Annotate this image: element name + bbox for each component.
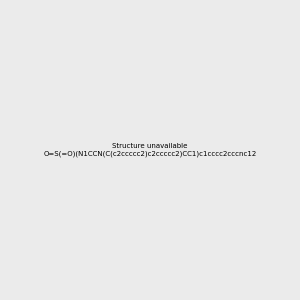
- Text: Structure unavailable
O=S(=O)(N1CCN(C(c2ccccc2)c2ccccc2)CC1)c1cccc2cccnc12: Structure unavailable O=S(=O)(N1CCN(C(c2…: [44, 143, 256, 157]
